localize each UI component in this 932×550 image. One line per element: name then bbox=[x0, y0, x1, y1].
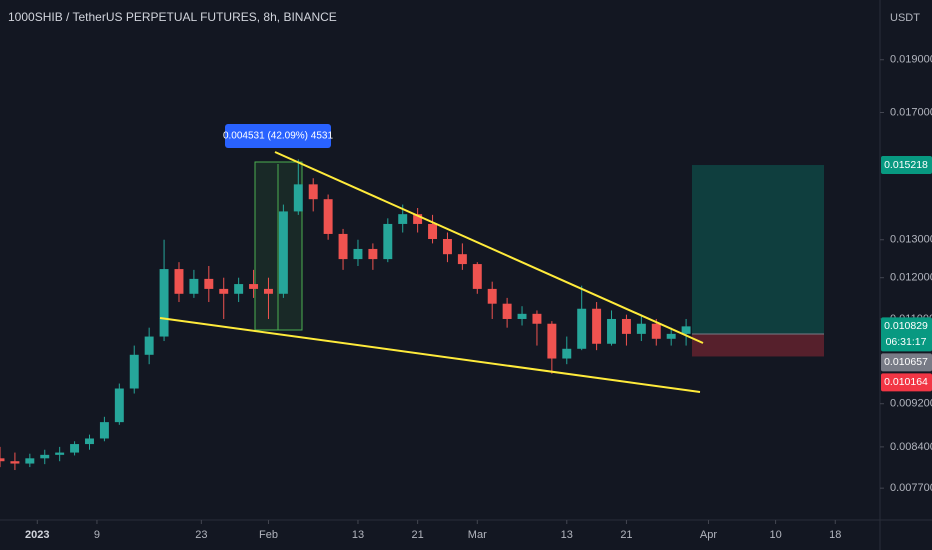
x-tick-label: 23 bbox=[195, 529, 207, 541]
candle-body bbox=[577, 308, 587, 349]
price-tag-label: 0.010657 bbox=[884, 356, 928, 368]
x-tick-label: 2023 bbox=[25, 529, 49, 541]
candle-body bbox=[40, 454, 50, 459]
price-tag-label: 0.010164 bbox=[884, 376, 928, 388]
candle-body bbox=[353, 248, 363, 260]
y-unit: USDT bbox=[890, 12, 920, 24]
candle-body bbox=[413, 214, 423, 224]
candle-body bbox=[174, 269, 184, 294]
x-tick-label: 13 bbox=[352, 529, 364, 541]
x-tick-label: 10 bbox=[769, 529, 781, 541]
price-tags: 0.015218 0.010829 06:31:17 0.010657 0.010164 bbox=[881, 156, 932, 392]
candle-body bbox=[472, 264, 482, 289]
measure-label: 0.004531 (42.09%) 4531 bbox=[223, 131, 334, 142]
x-tick-label: 18 bbox=[829, 529, 841, 541]
y-tick-label: 0.012000 bbox=[890, 272, 932, 284]
candle-body bbox=[338, 233, 348, 260]
candle-body bbox=[457, 254, 467, 265]
stop-zone bbox=[692, 334, 824, 357]
candle-body bbox=[114, 388, 124, 423]
candle-body bbox=[234, 284, 244, 294]
x-tick-label: Feb bbox=[259, 529, 278, 541]
x-tick-label: 21 bbox=[412, 529, 424, 541]
candle-body bbox=[562, 348, 572, 359]
candle-body bbox=[547, 323, 557, 359]
trend-line bbox=[274, 151, 704, 344]
trend-line bbox=[159, 317, 701, 393]
candle-body bbox=[278, 211, 288, 294]
price-tag-label: 0.010829 bbox=[884, 320, 928, 332]
price-tag bbox=[881, 373, 932, 392]
candle-body bbox=[129, 354, 139, 389]
candle-body bbox=[621, 318, 631, 334]
y-tick-label: 0.007700 bbox=[890, 482, 932, 494]
candle-body bbox=[651, 323, 661, 339]
candle-body bbox=[70, 444, 80, 453]
y-tick-label: 0.019000 bbox=[890, 54, 932, 66]
measure-label-bg bbox=[225, 124, 331, 148]
candle-body bbox=[25, 458, 35, 464]
price-tag bbox=[881, 156, 932, 175]
candle-body bbox=[85, 438, 94, 445]
candle-body bbox=[308, 184, 318, 200]
candles bbox=[0, 159, 691, 471]
candle-body bbox=[219, 288, 229, 294]
price-tag bbox=[881, 317, 932, 352]
candle-body bbox=[442, 239, 452, 255]
x-tick-label: 9 bbox=[94, 529, 100, 541]
chart-title: 1000SHIB / TetherUS PERPETUAL FUTURES, 8… bbox=[8, 10, 337, 24]
x-tick-label: 13 bbox=[561, 529, 573, 541]
candle-body bbox=[681, 326, 691, 334]
candle-body bbox=[383, 223, 393, 260]
candle-body bbox=[159, 269, 169, 337]
candle-body bbox=[487, 288, 497, 304]
candle-body bbox=[592, 308, 602, 344]
candle-body bbox=[99, 422, 109, 439]
countdown: 06:31:17 bbox=[886, 336, 927, 348]
price-tag-label: 0.015218 bbox=[884, 159, 928, 171]
candle-body bbox=[293, 184, 303, 212]
y-tick-label: 0.008400 bbox=[890, 441, 932, 453]
candle-body bbox=[144, 336, 154, 355]
x-tick-label: Apr bbox=[700, 529, 717, 541]
y-tick-label: 0.013000 bbox=[890, 234, 932, 246]
candle-body bbox=[368, 248, 378, 260]
candle-body bbox=[636, 323, 646, 334]
axes: 0.0190000.0170000.0130000.0120000.011000… bbox=[25, 54, 932, 541]
candle-body bbox=[502, 303, 512, 319]
candle-body bbox=[55, 452, 65, 455]
candle-body bbox=[0, 458, 5, 462]
candle-body bbox=[264, 288, 273, 294]
candle-body bbox=[323, 199, 333, 234]
position-layer bbox=[692, 165, 824, 357]
candle-body bbox=[189, 278, 199, 294]
candle-body bbox=[398, 214, 408, 224]
x-tick-label: 21 bbox=[620, 529, 632, 541]
x-tick-label: Mar bbox=[468, 529, 487, 541]
candle-body bbox=[607, 318, 616, 344]
candle-body bbox=[10, 461, 20, 464]
y-tick-label: 0.009200 bbox=[890, 398, 932, 410]
price-tag bbox=[881, 353, 932, 372]
target-zone bbox=[692, 165, 824, 335]
candle-body bbox=[517, 313, 527, 319]
candle-body bbox=[204, 278, 214, 289]
candle-body bbox=[666, 333, 676, 339]
candle-body bbox=[532, 313, 542, 324]
candle-body bbox=[428, 223, 438, 240]
candle-body bbox=[249, 284, 259, 289]
y-tick-label: 0.017000 bbox=[890, 106, 932, 118]
